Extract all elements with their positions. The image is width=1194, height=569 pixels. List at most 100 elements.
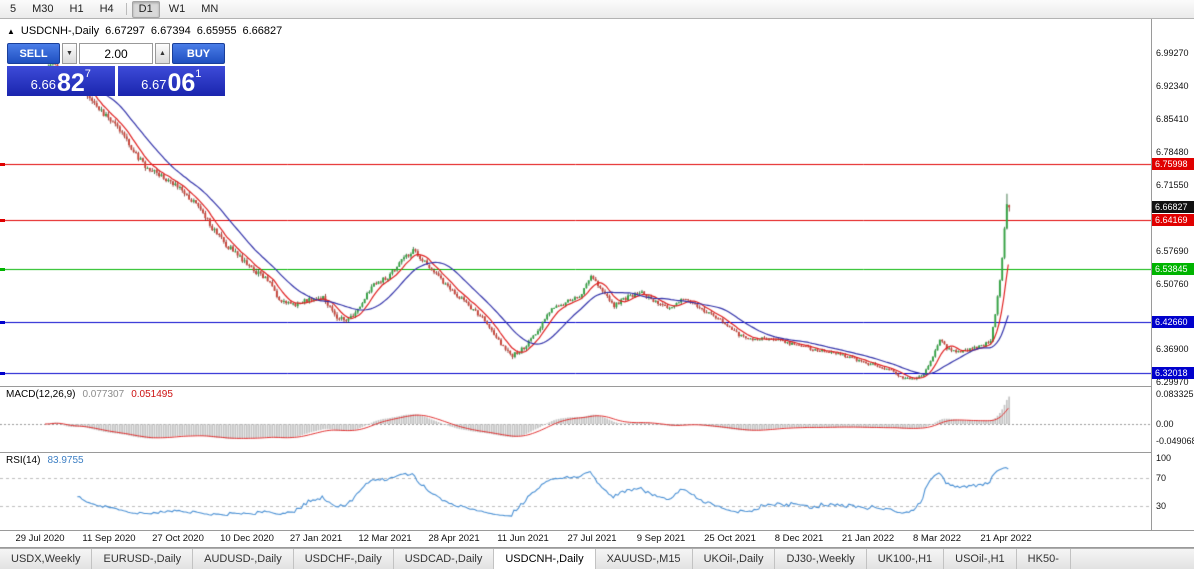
- chart-tab-usdx-weekly[interactable]: USDX,Weekly: [0, 549, 93, 569]
- hline-marker: [0, 371, 5, 375]
- macd-main-value: 0.077307: [82, 389, 125, 400]
- price-axis-tick: 6.36900: [1156, 344, 1189, 355]
- hline-marker: [0, 162, 5, 166]
- ohlc-close: 6.66827: [242, 25, 283, 37]
- price-chart-panel: ▲ USDCNH-,Daily 6.67297 6.67394 6.65955 …: [0, 19, 1151, 386]
- timeframe-button-5[interactable]: 5: [10, 2, 17, 15]
- sell-price-button[interactable]: 6.66 82 7: [7, 66, 115, 96]
- rsi-axis-tick: 100: [1156, 453, 1172, 463]
- hline-marker: [0, 218, 5, 222]
- date-axis-label: 21 Apr 2022: [980, 533, 1032, 544]
- date-axis-label: 8 Mar 2022: [912, 533, 962, 544]
- rsi-axis-tick: 30: [1156, 500, 1167, 511]
- price-axis-tick: 6.50760: [1156, 278, 1189, 289]
- volume-decrease-button[interactable]: ▼: [62, 43, 77, 64]
- macd-axis-tick: 0.00: [1156, 419, 1174, 429]
- buy-price-main: 6.67: [141, 77, 167, 92]
- price-axis-tick: 6.29970: [1156, 377, 1189, 388]
- price-axis-badge-6-66827: 6.66827: [1152, 201, 1194, 214]
- chart-tab-xauusd-m15[interactable]: XAUUSD-,M15: [596, 549, 693, 569]
- ohlc-high: 6.67394: [150, 25, 191, 37]
- price-axis-tick: 6.57690: [1156, 245, 1189, 256]
- panel-separator[interactable]: [0, 452, 1194, 453]
- hline-marker: [0, 321, 5, 325]
- sell-button[interactable]: SELL: [7, 43, 60, 64]
- buy-price-pips: 06: [167, 68, 196, 97]
- date-axis-label: 11 Jun 2021: [497, 533, 549, 544]
- ohlc-open: 6.67297: [105, 25, 145, 37]
- panel-separator: [0, 547, 1194, 548]
- chart-tab-ukoil-daily[interactable]: UKOil-,Daily: [693, 549, 776, 569]
- date-axis-label: 27 Jul 2021: [567, 533, 617, 544]
- buy-button[interactable]: BUY: [172, 43, 225, 64]
- buy-price-pipette: 1: [195, 68, 202, 80]
- chart-tab-uk100-h1[interactable]: UK100-,H1: [867, 549, 945, 569]
- rsi-axis-tick: 70: [1156, 473, 1167, 484]
- chart-tab-bar: USDX,Weekly EURUSD-,Daily AUDUSD-,Daily USD…: [0, 548, 1194, 569]
- timeframe-button-d1[interactable]: D1: [131, 0, 160, 18]
- sell-price-main: 6.66: [30, 77, 56, 92]
- date-axis-label: 21 Jan 2022: [841, 533, 895, 544]
- date-axis-label: 25 Oct 2021: [704, 533, 756, 544]
- macd-indicator-panel: MACD(12,26,9) 0.077307 0.051495: [0, 387, 1151, 452]
- price-axis-badge-6-53845: 6.53845: [1152, 262, 1194, 275]
- ohlc-low: 6.65955: [196, 25, 237, 37]
- date-axis-label: 8 Dec 2021: [774, 533, 824, 544]
- timeframe-button-h1[interactable]: H1: [69, 2, 84, 15]
- date-axis[interactable]: 29 Jul 2020 11 Sep 2020 27 Oct 2020 10 Dec …: [0, 531, 1194, 547]
- panel-separator: [0, 530, 1194, 531]
- chart-tab-usdcad-daily[interactable]: USDCAD-,Daily: [394, 549, 495, 569]
- macd-signal-value: 0.051495: [131, 389, 173, 400]
- volume-input[interactable]: [79, 43, 153, 64]
- date-axis-label: 12 Mar 2021: [358, 533, 412, 544]
- price-axis-badge-6-64169: 6.64169: [1152, 213, 1194, 226]
- date-axis-label: 29 Jul 2020: [15, 533, 65, 544]
- volume-increase-button[interactable]: ▲: [155, 43, 170, 64]
- one-click-trade-widget: SELL ▼ ▲ BUY 6.66 82 7 6.67 06 1: [7, 43, 225, 96]
- sell-price-pipette: 7: [84, 68, 91, 80]
- chart-header: ▲ USDCNH-,Daily 6.67297 6.67394 6.65955 …: [7, 25, 282, 37]
- timeframe-button-m30[interactable]: M30: [32, 2, 54, 15]
- rsi-value: 83.9755: [47, 455, 84, 466]
- timeframe-button-w1[interactable]: W1: [168, 2, 186, 15]
- toolbar-separator-icon: [125, 3, 127, 15]
- rsi-name: RSI(14): [6, 455, 41, 466]
- chart-tab-usdchf-daily[interactable]: USDCHF-,Daily: [294, 549, 394, 569]
- timeframe-button-h4[interactable]: H4: [99, 2, 114, 15]
- rsi-canvas[interactable]: [0, 453, 1151, 530]
- chart-tab-audusd-daily[interactable]: AUDUSD-,Daily: [193, 549, 294, 569]
- date-axis-label: 27 Oct 2020: [152, 533, 204, 544]
- chart-tab-eurusd-daily[interactable]: EURUSD-,Daily: [92, 549, 194, 569]
- rsi-label: RSI(14) 83.9755: [6, 455, 84, 466]
- panel-separator[interactable]: [0, 386, 1194, 387]
- price-axis-tick: 6.85410: [1156, 114, 1189, 125]
- chart-symbol-label: USDCNH-,Daily: [20, 25, 100, 37]
- axis-separator: [1151, 19, 1152, 547]
- sell-price-pips: 82: [56, 68, 85, 97]
- chart-tab-usdcnh-daily[interactable]: USDCNH-,Daily: [494, 549, 596, 569]
- macd-name: MACD(12,26,9): [6, 389, 76, 400]
- hline-marker: [0, 267, 5, 271]
- date-axis-label: 10 Dec 2020: [220, 533, 274, 544]
- macd-canvas[interactable]: [0, 387, 1151, 452]
- chart-tab-hk50[interactable]: HK50-: [1017, 549, 1071, 569]
- price-axis-tick: 6.71550: [1156, 179, 1189, 190]
- chart-tab-dj30-weekly[interactable]: DJ30-,Weekly: [775, 549, 867, 569]
- price-axis-tick: 6.92340: [1156, 81, 1189, 92]
- rsi-indicator-panel: RSI(14) 83.9755: [0, 453, 1151, 530]
- macd-axis-tick: 0.083325: [1156, 389, 1194, 400]
- timeframe-toolbar: 5 M30 H1 H4 D1 W1 MN: [0, 0, 1194, 19]
- chart-tab-usoil-h1[interactable]: USOil-,H1: [944, 549, 1017, 569]
- price-axis-badge-6-32018: 6.32018: [1152, 366, 1194, 379]
- macd-axis-tick: -0.049068: [1156, 436, 1194, 447]
- macd-label: MACD(12,26,9) 0.077307 0.051495: [6, 389, 173, 400]
- timeframe-button-mn[interactable]: MN: [201, 2, 219, 15]
- date-axis-label: 28 Apr 2021: [428, 533, 480, 544]
- expand-chart-icon[interactable]: ▲: [7, 26, 15, 36]
- buy-price-button[interactable]: 6.67 06 1: [117, 66, 225, 97]
- price-axis-badge-6-42660: 6.42660: [1152, 316, 1194, 329]
- date-axis-label: 27 Jan 2021: [289, 533, 343, 544]
- price-axis[interactable]: 6.99270 6.92340 6.85410 6.78480 6.71550 6.576…: [1152, 19, 1194, 530]
- date-axis-label: 9 Sep 2021: [636, 533, 686, 544]
